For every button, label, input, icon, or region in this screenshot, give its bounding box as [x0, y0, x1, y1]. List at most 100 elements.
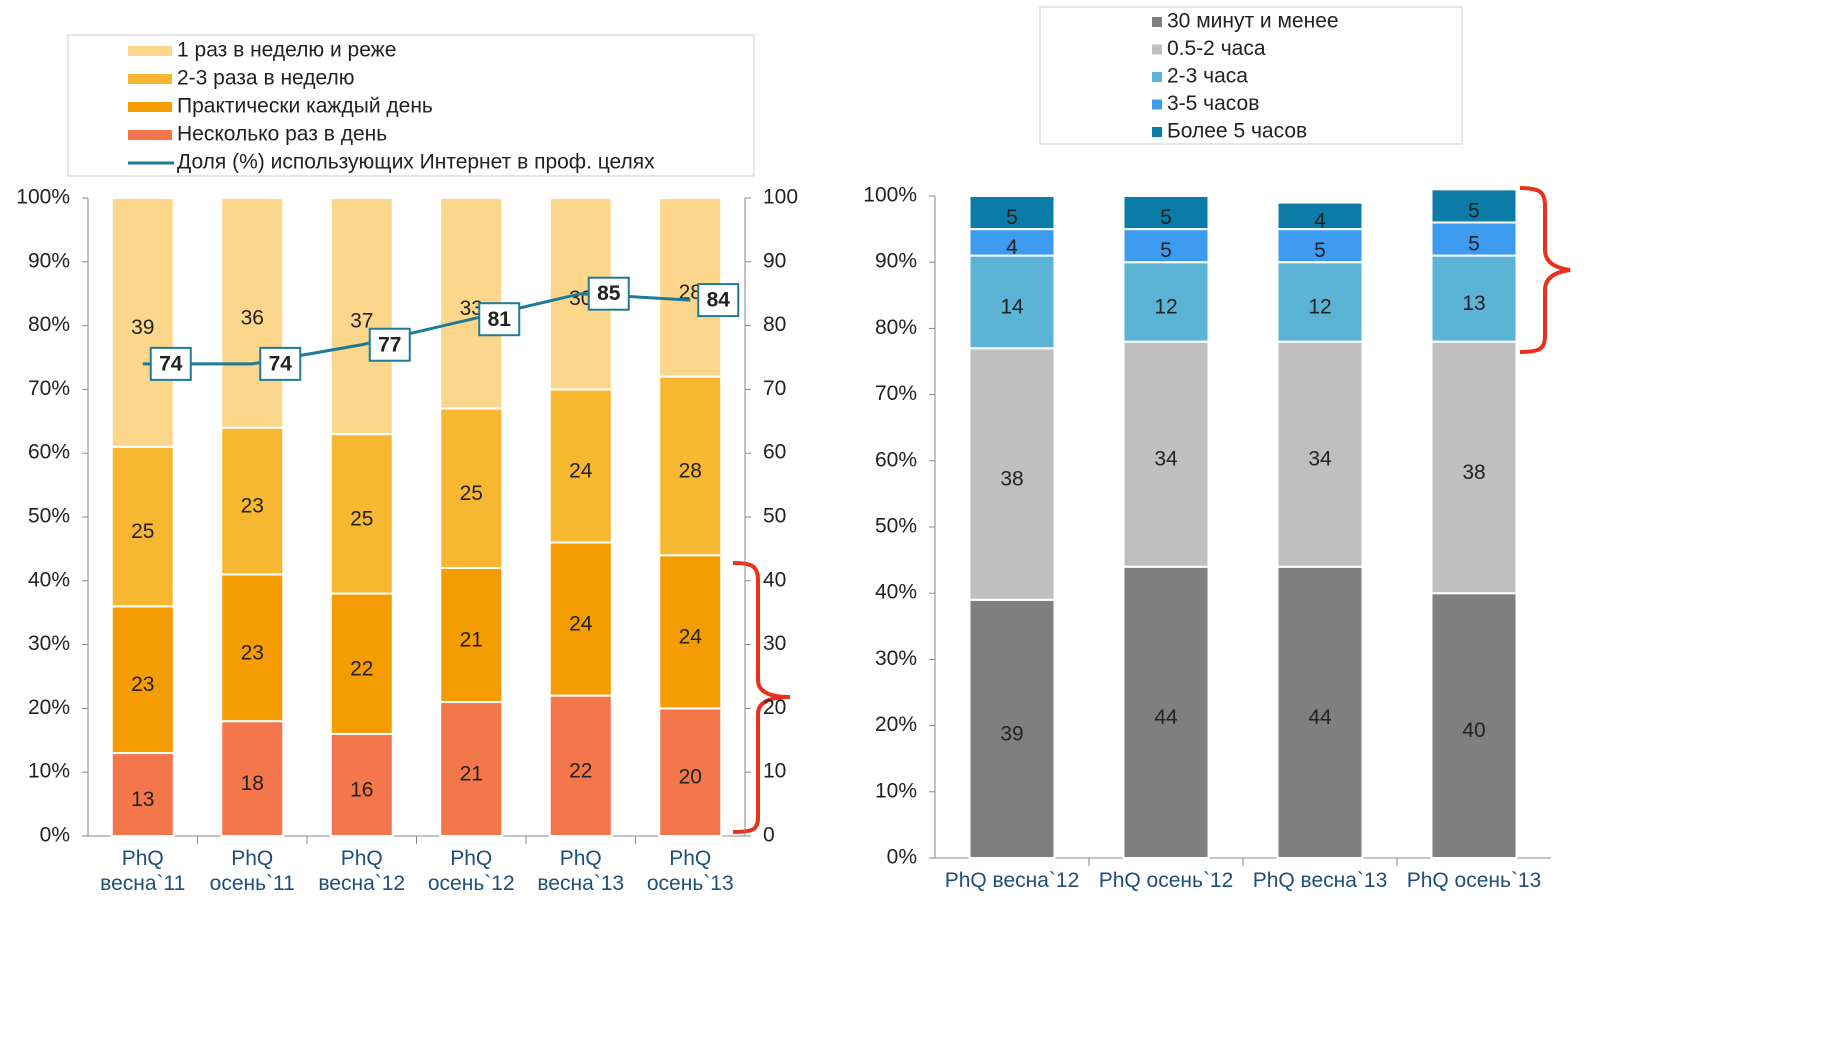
data-label: 44 [1308, 706, 1332, 729]
y2-tick-label: 10 [763, 760, 786, 783]
bar-segment [658, 375, 723, 557]
data-label: 5 [1160, 206, 1172, 229]
legend-swatch [1152, 99, 1162, 110]
bar-segment [1122, 261, 1210, 343]
y-tick-label: 80% [28, 313, 70, 336]
bar-segment [439, 567, 504, 704]
legend-swatch [1152, 44, 1162, 55]
data-label: 34 [1308, 448, 1332, 471]
line-label: 81 [488, 308, 512, 331]
legend-swatch [1152, 17, 1162, 27]
bar-segment [220, 426, 285, 576]
bar-segment [968, 195, 1056, 231]
line-label: 74 [269, 352, 293, 375]
data-label: 37 [350, 310, 373, 333]
legend-box [1039, 6, 1463, 145]
x-tick-label: PhQ весна`11 [100, 847, 186, 895]
bar-segment [439, 701, 504, 838]
data-label: 5 [1160, 239, 1172, 262]
y-tick-label: 10% [28, 760, 70, 783]
y-tick-label: 60% [28, 441, 70, 464]
data-label: 12 [1154, 295, 1177, 318]
y-tick-label: 50% [28, 505, 70, 528]
y-tick-label: 40% [875, 581, 917, 604]
legend-swatch [128, 130, 172, 140]
bar-segment [1276, 340, 1364, 568]
line-label: 77 [378, 333, 401, 356]
data-label: 4 [1314, 209, 1326, 232]
y2-tick-label: 100 [763, 186, 798, 209]
line-label-box [478, 302, 521, 337]
bar-segment [1430, 188, 1518, 224]
y-tick-label: 80% [875, 316, 917, 339]
legend-label: 0.5-2 часа [1167, 37, 1266, 60]
legend-label: Несколько раз в день [177, 123, 387, 146]
bar-segment [1122, 565, 1210, 859]
y-tick-label: 0% [887, 846, 917, 869]
bar-segment [220, 720, 285, 837]
y-tick-label: 60% [875, 448, 917, 471]
data-label: 25 [460, 482, 483, 505]
y-tick-label: 20% [875, 713, 917, 736]
legend-label: Практически каждый день [177, 95, 433, 118]
line-label: 74 [159, 352, 183, 375]
data-label: 39 [1000, 722, 1023, 745]
bar-segment [329, 732, 394, 837]
x-tick-label: PhQ весна`12 [944, 869, 1080, 892]
legend-label: Более 5 часов [1167, 120, 1307, 143]
data-label: 39 [131, 316, 154, 339]
bar-segment [658, 707, 723, 838]
bar-segment [1430, 592, 1518, 859]
y2-tick-label: 80 [763, 313, 786, 336]
data-label: 4 [1006, 236, 1018, 259]
data-label: 14 [1000, 295, 1024, 318]
bar-segment [1430, 340, 1518, 595]
line-label: 84 [707, 289, 731, 312]
data-label: 21 [460, 629, 483, 652]
legend-label: 2-3 часа [1167, 65, 1248, 88]
bar-segment [1122, 340, 1210, 568]
bar-segment [329, 197, 394, 436]
legend-box [67, 34, 755, 177]
data-label: 5 [1006, 206, 1018, 229]
bar-segment [968, 347, 1056, 601]
data-label: 25 [131, 520, 154, 543]
y-tick-label: 70% [28, 377, 70, 400]
line-label-box [368, 327, 411, 362]
bar-segment [1276, 228, 1364, 264]
data-label: 28 [679, 281, 702, 304]
bar-segment [110, 605, 175, 755]
bar-segment [548, 694, 613, 838]
x-tick-label: PhQ осень`12 [427, 847, 515, 895]
bar-segment [220, 197, 285, 429]
bar-segment [968, 228, 1056, 257]
data-label: 23 [241, 641, 264, 664]
data-label: 5 [1468, 199, 1480, 222]
bar-segment [658, 554, 723, 710]
line-label: 85 [597, 282, 621, 305]
bar-segment [1276, 201, 1364, 231]
y2-tick-label: 30 [763, 632, 786, 655]
x-tick-label: PhQ весна`13 [537, 847, 625, 895]
bar-segment [439, 407, 504, 570]
y-tick-label: 50% [875, 515, 917, 538]
legend-swatch [128, 46, 172, 56]
bracket [1519, 186, 1571, 354]
data-label: 38 [1000, 468, 1023, 491]
data-label: 16 [350, 779, 373, 802]
data-label: 18 [241, 772, 264, 795]
y2-tick-label: 0 [763, 824, 775, 847]
legend-label: 2-3 раза в неделю [177, 67, 355, 90]
x-tick-label: PhQ осень`11 [209, 847, 295, 895]
data-label: 25 [350, 507, 373, 530]
data-label: 36 [241, 306, 264, 329]
legend-label: Доля (%) использующих Интернет в проф. ц… [177, 151, 655, 174]
data-label: 28 [679, 460, 702, 483]
data-label: 23 [131, 673, 154, 696]
y-tick-label: 30% [28, 632, 70, 655]
y2-tick-label: 60 [763, 441, 786, 464]
x-tick-label: PhQ осень`13 [646, 847, 734, 895]
legend-swatch [1152, 127, 1162, 137]
bar-segment [329, 433, 394, 595]
